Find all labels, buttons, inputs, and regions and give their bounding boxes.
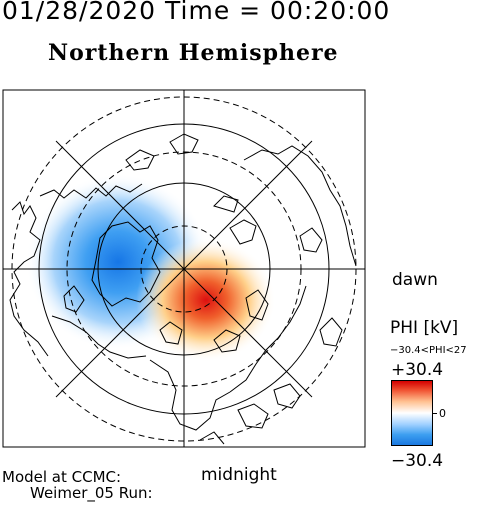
colorbar-title: PHI [kV] [390, 318, 459, 338]
meridian-lines [3, 90, 365, 447]
datetime-title: 01/28/2020 Time = 00:20:00 [2, 0, 391, 25]
coastlines [9, 133, 357, 445]
colorbar-min-label: −30.4 [391, 451, 444, 471]
dawn-label: dawn [392, 270, 438, 290]
polar-map [2, 89, 366, 448]
hemisphere-title: Northern Hemisphere [48, 40, 339, 66]
colorbar-max-label: +30.4 [391, 360, 444, 380]
midnight-label: midnight [201, 465, 277, 485]
model-run-label: Weimer_05 Run: [30, 484, 153, 502]
colorbar-zero-tick [432, 413, 437, 414]
model-label: Model at CCMC: [2, 468, 122, 486]
colorbar [391, 380, 433, 446]
colorbar-zero-label: 0 [439, 407, 446, 420]
colorbar-range-text: −30.4<PHI<27 [390, 345, 467, 356]
positive-potential-cell [136, 238, 276, 362]
